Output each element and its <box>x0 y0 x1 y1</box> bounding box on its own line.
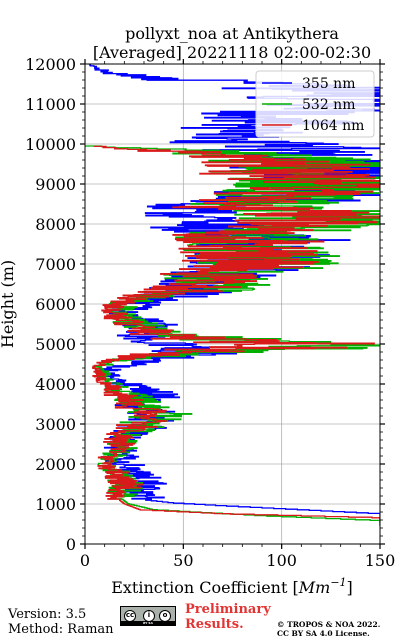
x-axis-label: Extinction Coefficient [Mm−1] <box>111 576 353 597</box>
y-tick-label: 9000 <box>35 175 76 194</box>
legend-label: 355 nm <box>302 76 355 92</box>
cc-icon: cc <box>124 610 136 622</box>
x-tick-label: 0 <box>80 551 90 570</box>
y-tick-label: 3000 <box>35 415 76 434</box>
legend-label: 1064 nm <box>302 118 364 134</box>
chart-subtitle: [Averaged] 20221118 02:00-02:30 <box>93 43 371 62</box>
y-tick-label: 12000 <box>25 55 76 74</box>
copyright-line-2: CC BY SA 4.0 License. <box>277 629 370 638</box>
y-tick-label: 2000 <box>35 455 76 474</box>
x-tick-label: 50 <box>173 551 193 570</box>
y-tick-label: 4000 <box>35 375 76 394</box>
x-tick-label: 150 <box>365 551 396 570</box>
cc-license-badge: cc i o BY SA <box>120 606 176 626</box>
series-line-1064-nm <box>92 145 380 522</box>
y-tick-label: 11000 <box>25 95 76 114</box>
preliminary-line-1: Preliminary <box>185 602 271 617</box>
y-tick-label: 8000 <box>35 215 76 234</box>
sa-icon: o <box>159 610 171 622</box>
y-tick-label: 6000 <box>35 295 76 314</box>
plot-area <box>85 64 380 526</box>
x-tick-label: 100 <box>266 551 297 570</box>
preliminary-line-2: Results. <box>185 617 244 632</box>
y-tick-label: 1000 <box>35 495 76 514</box>
chart-title: pollyxt_noa at Antikythera <box>125 24 339 43</box>
y-tick-label: 5000 <box>35 335 76 354</box>
axis-ticks: 0 50 100 150 0 1000 2000 3000 4000 5000 6000 7000 80… <box>25 55 395 570</box>
y-tick-label: 0 <box>66 535 76 554</box>
legend: 355 nm 532 nm 1064 nm <box>255 70 375 138</box>
preliminary-notice: Preliminary Results. <box>185 602 271 632</box>
cc-badge-strip: BY SA <box>121 621 175 625</box>
y-tick-label: 10000 <box>25 135 76 154</box>
y-tick-label: 7000 <box>35 255 76 274</box>
y-axis-label: Height (m) <box>0 260 17 348</box>
copyright-line-1: © TROPOS & NOA 2022. <box>277 620 381 629</box>
copyright-notice: © TROPOS & NOA 2022. CC BY SA 4.0 Licens… <box>277 620 380 638</box>
method-label: Method: Raman <box>8 622 114 637</box>
version-label: Version: 3.5 <box>8 607 87 622</box>
legend-label: 532 nm <box>302 97 355 113</box>
legend-box <box>255 70 375 138</box>
